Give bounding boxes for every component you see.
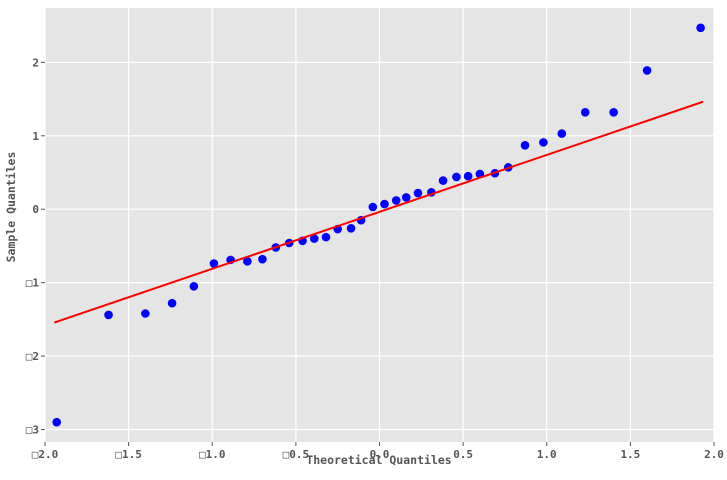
data-point [243,257,252,266]
data-point [557,129,567,138]
data-point [167,298,177,308]
data-point [438,176,448,185]
data-point [309,234,319,243]
y-tick-label: 1 [32,130,39,143]
data-point [580,107,590,117]
data-point [258,254,267,264]
y-tick-label: □3 [26,424,39,437]
data-point [609,107,618,117]
fit-line-layer [54,100,704,324]
axis-ticks: □2.0 □1.5 □1.0 □0.5 0.0 0.5 1.0 1.5 2.0 □3 □2 □1 0 1 2 [26,56,724,461]
x-tick-label: □2.0 [32,448,59,461]
data-point [452,172,461,182]
x-tick-label: □0.5 [283,448,310,461]
data-point [321,232,331,242]
y-axis-label: Sample Quantiles [4,152,18,263]
x-tick-label: □1.0 [199,448,226,461]
data-point [209,259,219,268]
data-point [141,309,150,318]
y-tick-label: 2 [32,56,39,69]
x-axis-label: Theoretical Quantiles [306,453,451,467]
data-point [346,224,356,233]
x-tick-label: 0.0 [370,448,390,461]
y-tick-label: 0 [32,203,39,216]
data-point [368,202,378,212]
data-point [104,310,113,320]
data-point [642,66,652,75]
x-tick-label: 2.0 [704,448,724,461]
y-tick-label: □2 [26,350,39,363]
reference-line [54,100,704,324]
data-point [401,193,411,202]
data-point [463,171,473,181]
data-point [520,141,530,150]
data-point [189,282,199,291]
gridlines [44,8,715,442]
data-point [380,199,389,209]
data-point [52,417,62,427]
data-point [413,188,423,198]
x-tick-label: 1.0 [537,448,557,461]
data-point [391,196,401,205]
data-point [539,138,548,147]
x-tick-label: 0.5 [453,448,473,461]
data-point [696,23,705,33]
y-tick-label: □1 [26,277,40,290]
x-tick-label: 1.5 [620,448,640,461]
x-tick-label: □1.5 [115,448,142,461]
